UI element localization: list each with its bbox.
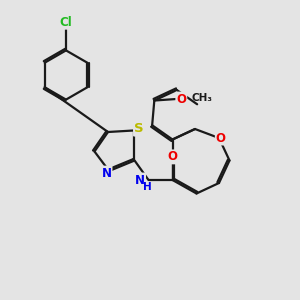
- Text: H: H: [142, 182, 152, 192]
- Text: O: O: [176, 92, 186, 106]
- Text: N: N: [101, 167, 112, 180]
- Text: CH₃: CH₃: [191, 93, 212, 103]
- Text: O: O: [167, 150, 178, 164]
- Text: O: O: [216, 131, 226, 145]
- Text: N: N: [135, 173, 145, 187]
- Text: Cl: Cl: [60, 16, 72, 29]
- Text: S: S: [134, 122, 144, 136]
